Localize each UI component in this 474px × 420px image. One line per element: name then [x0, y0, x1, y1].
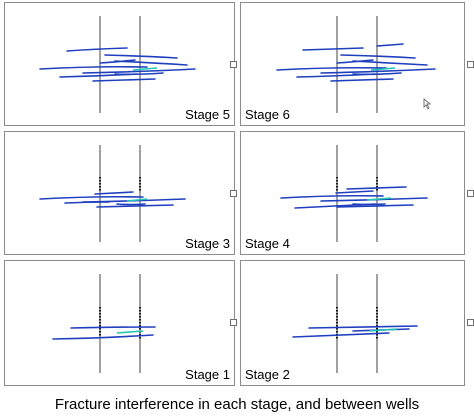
stage-1-label: Stage 1: [185, 367, 230, 382]
figure-caption: Fracture interference in each stage, and…: [54, 396, 420, 413]
resize-handle[interactable]: [467, 61, 474, 68]
panel-stage-3: Stage 3: [4, 131, 235, 255]
fracture-plot-stage-4: [280, 145, 428, 242]
stage-6-label: Stage 6: [245, 107, 290, 122]
stage-4-label: Stage 4: [245, 236, 290, 251]
stage-5-label: Stage 5: [185, 107, 230, 122]
panel-stage-6: Stage 6: [240, 2, 465, 126]
fracture-plot-stage-1: [52, 274, 156, 373]
panel-stage-4: Stage 4: [240, 131, 465, 255]
panel-stage-5: Stage 5: [4, 2, 235, 126]
stage-3-label: Stage 3: [185, 236, 230, 251]
fracture-plot-stage-3: [39, 145, 186, 242]
resize-handle[interactable]: [230, 319, 237, 326]
resize-handle[interactable]: [467, 190, 474, 197]
resize-handle[interactable]: [230, 61, 237, 68]
resize-handle[interactable]: [467, 319, 474, 326]
panel-stage-2: Stage 2: [240, 260, 465, 386]
panel-stage-1: Stage 1: [4, 260, 235, 386]
stage-2-label: Stage 2: [245, 367, 290, 382]
fracture-plot-stage-5: [39, 16, 196, 113]
mouse-cursor-icon: [423, 98, 432, 110]
resize-handle[interactable]: [230, 190, 237, 197]
fracture-plot-stage-6: [276, 16, 436, 113]
fracture-plot-stage-2: [292, 274, 418, 373]
